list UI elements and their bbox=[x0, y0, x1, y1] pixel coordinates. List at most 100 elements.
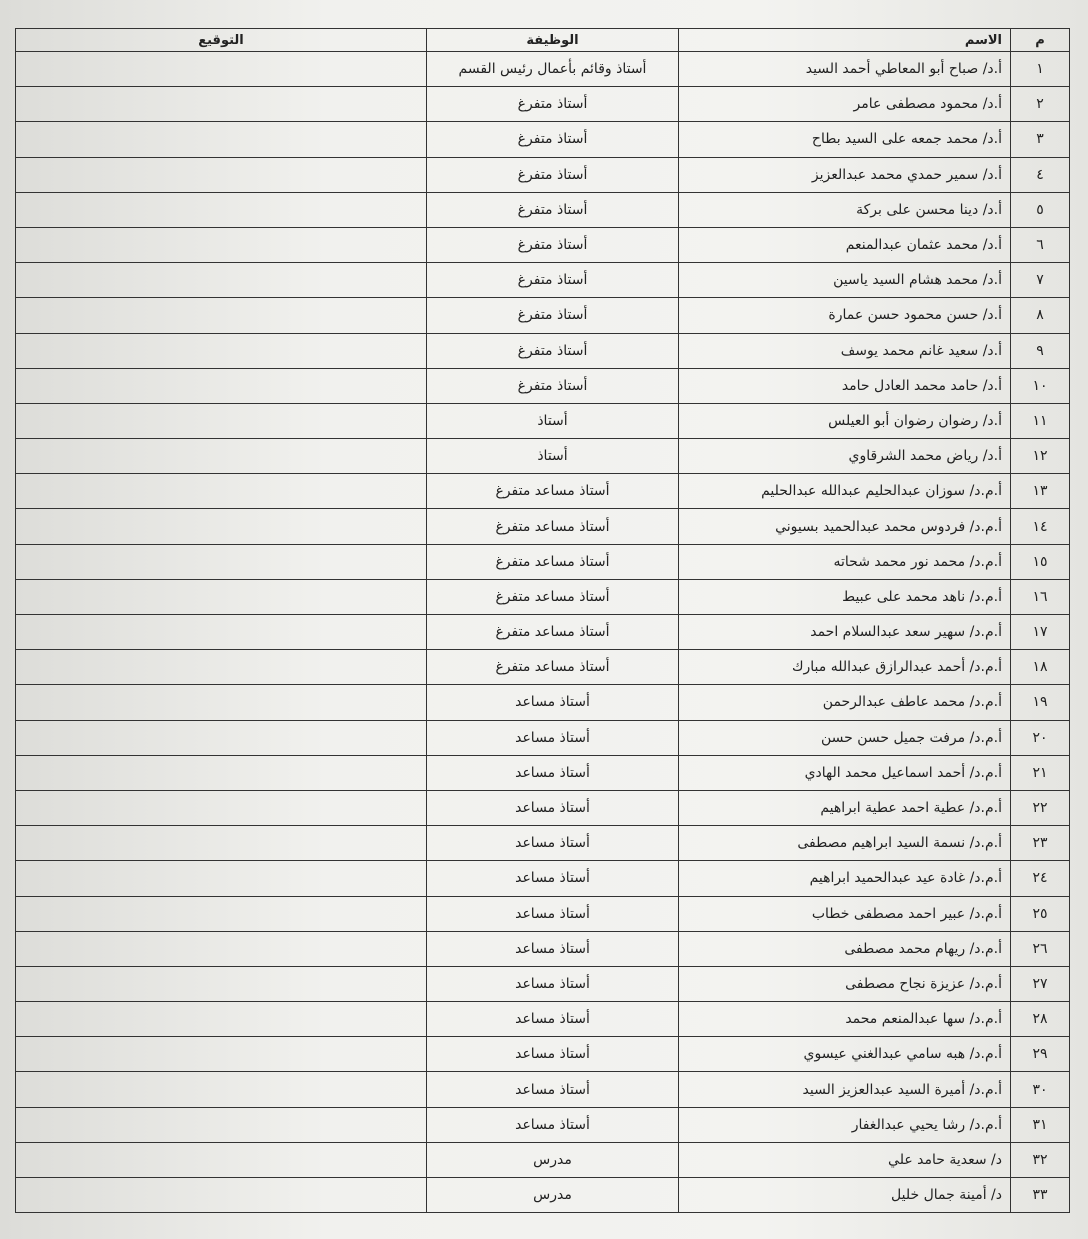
row-number: ١٣ bbox=[1010, 473, 1070, 510]
staff-name: أ.د/ محمد عثمان عبدالمنعم bbox=[678, 226, 1011, 264]
job-title: أستاذ مساعد متفرغ bbox=[426, 578, 679, 616]
table-row: ٢٢ أ.م.د/ عطية احمد عطية ابراهيم أستاذ مسا… bbox=[15, 789, 1070, 827]
signature-cell bbox=[15, 895, 427, 932]
table-row: ٢٧ أ.م.د/ عزيزة نجاح مصطفى أستاذ مساعد bbox=[15, 965, 1070, 1003]
table-row: ٣٣ د/ أمينة جمال خليل مدرس bbox=[15, 1176, 1070, 1214]
signature-cell bbox=[15, 1106, 427, 1143]
job-title: أستاذ متفرغ bbox=[426, 297, 679, 334]
row-number: ٢١ bbox=[1010, 754, 1070, 791]
job-title: أستاذ bbox=[426, 438, 679, 475]
table-row: ١٤ أ.م.د/ فردوس محمد عبدالحميد بسيوني أستا… bbox=[15, 508, 1070, 545]
job-title: أستاذ مساعد bbox=[426, 684, 679, 721]
row-number: ٣٣ bbox=[1010, 1176, 1070, 1214]
staff-name: أ.م.د/ عزيزة نجاح مصطفى bbox=[678, 965, 1011, 1003]
header-cell: م bbox=[1010, 28, 1070, 52]
job-title: أستاذ مساعد bbox=[426, 754, 679, 791]
row-number: ٥ bbox=[1010, 191, 1070, 228]
staff-name: أ.م.د/ ناهد محمد على عبيط bbox=[678, 578, 1011, 616]
signature-cell bbox=[15, 754, 427, 791]
signature-cell bbox=[15, 613, 427, 651]
job-title: أستاذ مساعد bbox=[426, 1001, 679, 1038]
staff-name: أ.م.د/ محمد عاطف عبدالرحمن bbox=[678, 684, 1011, 721]
signature-cell bbox=[15, 262, 427, 299]
staff-name: أ.م.د/ سها عبدالمنعم محمد bbox=[678, 1001, 1011, 1038]
header-row: م الاسم الوظيفة التوقيع bbox=[15, 28, 1070, 52]
job-title: أستاذ مساعد bbox=[426, 1071, 679, 1108]
job-title: مدرس bbox=[426, 1141, 679, 1179]
header-cell: الوظيفة bbox=[426, 28, 679, 52]
row-number: ٢٨ bbox=[1010, 1001, 1070, 1038]
signature-cell bbox=[15, 332, 427, 369]
row-number: ٢٤ bbox=[1010, 860, 1070, 897]
table-row: ٢٤ أ.م.د/ غادة عيد عبدالحميد ابراهيم أستاذ… bbox=[15, 860, 1070, 897]
staff-name: أ.م.د/ سوزان عبدالحليم عبدالله عبدالحليم bbox=[678, 473, 1011, 510]
table-row: ١٩ أ.م.د/ محمد عاطف عبدالرحمن أستاذ مساعد bbox=[15, 684, 1070, 721]
table-row: ١٣ أ.م.د/ سوزان عبدالحليم عبدالله عبدالحل… bbox=[15, 473, 1070, 510]
table-row: ١٦ أ.م.د/ ناهد محمد على عبيط أستاذ مساعد م… bbox=[15, 578, 1070, 616]
table-body: ١ أ.د/ صباح أبو المعاطي أحمد السيد أستاذ و… bbox=[15, 50, 1070, 1214]
row-number: ٩ bbox=[1010, 332, 1070, 369]
row-number: ٢٥ bbox=[1010, 895, 1070, 932]
header-cell: التوقيع bbox=[15, 28, 427, 52]
row-number: ٤ bbox=[1010, 156, 1070, 193]
signature-cell bbox=[15, 121, 427, 158]
job-title: أستاذ مساعد متفرغ bbox=[426, 613, 679, 651]
job-title: أستاذ متفرغ bbox=[426, 191, 679, 228]
row-number: ٣ bbox=[1010, 121, 1070, 158]
job-title: أستاذ متفرغ bbox=[426, 121, 679, 158]
staff-name: أ.م.د/ فردوس محمد عبدالحميد بسيوني bbox=[678, 508, 1011, 545]
signature-cell bbox=[15, 1001, 427, 1038]
table-row: ٧ أ.د/ محمد هشام السيد ياسين أستاذ متفرغ bbox=[15, 262, 1070, 299]
job-title: أستاذ مساعد bbox=[426, 789, 679, 827]
signature-cell bbox=[15, 86, 427, 123]
row-number: ١٢ bbox=[1010, 438, 1070, 475]
job-title: أستاذ مساعد bbox=[426, 719, 679, 756]
staff-name: أ.د/ رياض محمد الشرقاوي bbox=[678, 438, 1011, 475]
job-title: أستاذ مساعد متفرغ bbox=[426, 508, 679, 545]
job-title: أستاذ مساعد bbox=[426, 895, 679, 932]
staff-name: أ.د/ دينا محسن على بركة bbox=[678, 191, 1011, 228]
row-number: ١٦ bbox=[1010, 578, 1070, 616]
table-row: ٣٠ أ.م.د/ أميرة السيد عبدالعزيز السيد أستا… bbox=[15, 1071, 1070, 1108]
staff-name: أ.م.د/ عطية احمد عطية ابراهيم bbox=[678, 789, 1011, 827]
row-number: ٢٧ bbox=[1010, 965, 1070, 1003]
row-number: ٣١ bbox=[1010, 1106, 1070, 1143]
table-row: ٩ أ.د/ سعيد غانم محمد يوسف أستاذ متفرغ bbox=[15, 332, 1070, 369]
job-title: أستاذ مساعد bbox=[426, 1106, 679, 1143]
signature-cell bbox=[15, 50, 427, 88]
row-number: ١٧ bbox=[1010, 613, 1070, 651]
staff-name: أ.د/ صباح أبو المعاطي أحمد السيد bbox=[678, 50, 1011, 88]
row-number: ١ bbox=[1010, 50, 1070, 88]
signature-cell bbox=[15, 1036, 427, 1073]
row-number: ١٤ bbox=[1010, 508, 1070, 545]
table-row: ٦ أ.د/ محمد عثمان عبدالمنعم أستاذ متفرغ bbox=[15, 226, 1070, 264]
job-title: أستاذ مساعد bbox=[426, 1036, 679, 1073]
header-cell: الاسم bbox=[678, 28, 1011, 52]
row-number: ١١ bbox=[1010, 402, 1070, 440]
row-number: ٢ bbox=[1010, 86, 1070, 123]
table-row: ٢ أ.د/ محمود مصطفى عامر أستاذ متفرغ bbox=[15, 86, 1070, 123]
table-row: ٣١ أ.م.د/ رشا يحيي عبدالغفار أستاذ مساعد bbox=[15, 1106, 1070, 1143]
table-row: ٨ أ.د/ حسن محمود حسن عمارة أستاذ متفرغ bbox=[15, 297, 1070, 334]
staff-name: د/ أمينة جمال خليل bbox=[678, 1176, 1011, 1214]
staff-name: أ.د/ حامد محمد العادل حامد bbox=[678, 367, 1011, 404]
staff-name: أ.م.د/ عبير احمد مصطفى خطاب bbox=[678, 895, 1011, 932]
signature-cell bbox=[15, 719, 427, 756]
job-title: مدرس bbox=[426, 1176, 679, 1214]
staff-name: أ.م.د/ هبه سامي عبدالغني عيسوي bbox=[678, 1036, 1011, 1073]
table-row: ٢٣ أ.م.د/ نسمة السيد ابراهيم مصطفى أستاذ م… bbox=[15, 825, 1070, 862]
row-number: ٢٩ bbox=[1010, 1036, 1070, 1073]
table-row: ٢٦ أ.م.د/ ريهام محمد مصطفى أستاذ مساعد bbox=[15, 930, 1070, 967]
row-number: ٢٢ bbox=[1010, 789, 1070, 827]
table-row: ١٨ أ.م.د/ أحمد عبدالرازق عبدالله مبارك أست… bbox=[15, 649, 1070, 686]
staff-name: أ.م.د/ رشا يحيي عبدالغفار bbox=[678, 1106, 1011, 1143]
table-row: ١٠ أ.د/ حامد محمد العادل حامد أستاذ متفرغ bbox=[15, 367, 1070, 404]
row-number: ٦ bbox=[1010, 226, 1070, 264]
staff-name: أ.د/ محمود مصطفى عامر bbox=[678, 86, 1011, 123]
table-row: ١٥ أ.م.د/ محمد نور محمد شحاته أستاذ مساعد … bbox=[15, 543, 1070, 580]
signature-cell bbox=[15, 543, 427, 580]
table-row: ١٧ أ.م.د/ سهير سعد عبدالسلام احمد أستاذ مس… bbox=[15, 613, 1070, 651]
job-title: أستاذ مساعد bbox=[426, 965, 679, 1003]
staff-name: أ.د/ محمد هشام السيد ياسين bbox=[678, 262, 1011, 299]
